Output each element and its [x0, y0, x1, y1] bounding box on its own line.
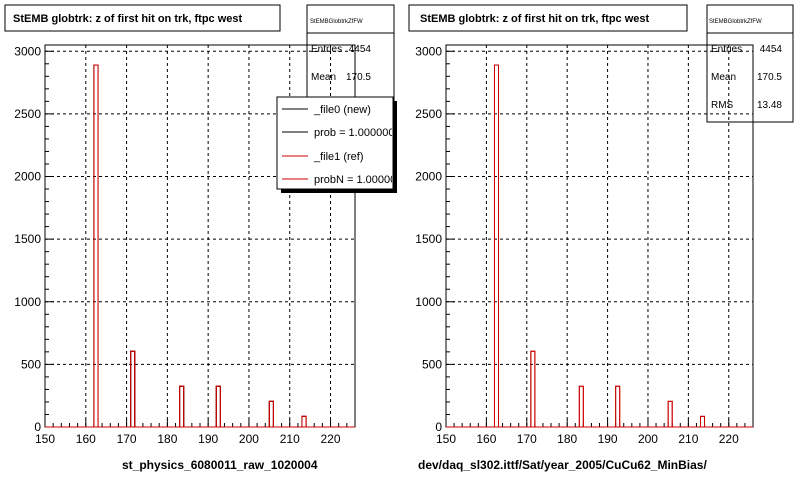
left-y-tick-label: 500 [21, 357, 41, 371]
right-stats-entries-label: Entries [711, 44, 742, 55]
left-histogram-bar [130, 350, 136, 428]
left-x-tick-label: 220 [321, 432, 341, 446]
right-x-tick-label: 190 [598, 432, 618, 446]
left-histogram-bar [93, 64, 99, 428]
right-histogram-bar [578, 385, 584, 428]
left-x-tick-label: 180 [157, 432, 177, 446]
left-x-axis-label: st_physics_6080011_raw_1020004 [122, 458, 318, 472]
left-histogram-bar [93, 64, 99, 428]
right-histogram-series-0 [446, 64, 753, 428]
right-x-tick-label: 200 [638, 432, 658, 446]
right-y-tick-label: 1000 [415, 295, 442, 309]
left-stats-mean-value: 170.5 [346, 72, 371, 83]
right-stats-rms-label: RMS [711, 100, 734, 111]
right-x-tick-label: 170 [517, 432, 537, 446]
right-histogram-bar [699, 415, 706, 428]
right-stats-mean-label: Mean [711, 72, 736, 83]
right-y-tick-label: 0 [435, 420, 442, 434]
right-histogram-bar [530, 350, 536, 428]
right-x-tick-label: 150 [436, 432, 456, 446]
left-x-tick-label: 150 [35, 432, 55, 446]
left-histogram-bar [215, 385, 221, 428]
right-stats-box [706, 4, 794, 123]
right-stats-mean-value: 170.5 [757, 72, 782, 83]
left-y-tick-label: 2000 [14, 170, 41, 184]
left-histogram-bar [215, 385, 221, 428]
left-x-tick-label: 170 [117, 432, 137, 446]
left-x-tick-label: 210 [280, 432, 300, 446]
left-stats-box [306, 4, 395, 103]
right-stats-entries-value: 4454 [760, 44, 783, 55]
right-title-box [408, 4, 688, 32]
left-histogram-bar [301, 415, 307, 428]
left-stats-entries-value: 4454 [349, 44, 372, 55]
right-y-tick-label: 500 [422, 357, 442, 371]
left-histogram-bar [130, 350, 136, 428]
right-y-tick-label: 3000 [415, 44, 442, 58]
right-x-tick-label: 220 [719, 432, 739, 446]
left-histogram-bar [179, 385, 185, 428]
right-stats-name: StEMBGlobtrkZfFW [709, 19, 762, 25]
left-y-tick-label: 1500 [14, 232, 41, 246]
legend-entry-label: _file1 (ref) [313, 151, 364, 163]
left-histogram-bar [268, 400, 274, 428]
left-y-tick-label: 1000 [14, 295, 41, 309]
left-x-tick-label: 190 [198, 432, 218, 446]
left-histogram-bar [268, 400, 274, 428]
legend-entry-label: probN = 1.000000 [314, 174, 402, 186]
left-x-tick-label: 160 [76, 432, 96, 446]
left-histogram-series-1 [45, 64, 355, 428]
right-x-tick-label: 210 [678, 432, 698, 446]
right-histogram-bar [493, 64, 500, 428]
left-x-tick-label: 200 [239, 432, 259, 446]
left-legend: _file0 (new) prob = 1.000000 _file1 (ref) p… [276, 96, 402, 193]
left-stats-mean-label: Mean [311, 72, 336, 83]
left-y-tick-label: 0 [34, 420, 41, 434]
right-histogram-bar [667, 400, 673, 428]
right-y-tick-label: 1500 [415, 232, 442, 246]
right-histogram-bar [615, 385, 621, 428]
left-histogram-panel: StEMB globtrk: z of first hit on trk, ft… [4, 4, 395, 472]
left-histogram-bar [179, 385, 185, 428]
left-y-tick-label: 2500 [14, 107, 41, 121]
right-x-axis-label: dev/daq_sl302.ittf/Sat/year_2005/CuCu62_… [418, 458, 707, 472]
right-title: StEMB globtrk: z of first hit on trk, ft… [420, 13, 650, 25]
left-title: StEMB globtrk: z of first hit on trk, ft… [13, 13, 243, 25]
right-stats-rms-value: 13.48 [757, 100, 782, 111]
left-y-tick-label: 3000 [14, 44, 41, 58]
right-histogram-panel: StEMB globtrk: z of first hit on trk, ft… [408, 4, 794, 472]
right-y-tick-label: 2500 [415, 107, 442, 121]
right-x-tick-label: 180 [557, 432, 577, 446]
left-stats-entries-label: Entries [311, 44, 342, 55]
right-y-tick-label: 2000 [415, 170, 442, 184]
legend-entry-label: prob = 1.000000 [314, 127, 394, 139]
legend-entry-label: _file0 (new) [313, 104, 371, 116]
left-stats-name: StEMBGlobtrkZfFW [310, 19, 363, 25]
left-histogram-bar [301, 415, 307, 428]
left-title-box [4, 4, 281, 32]
right-x-tick-label: 160 [476, 432, 496, 446]
legend-box [276, 96, 394, 190]
